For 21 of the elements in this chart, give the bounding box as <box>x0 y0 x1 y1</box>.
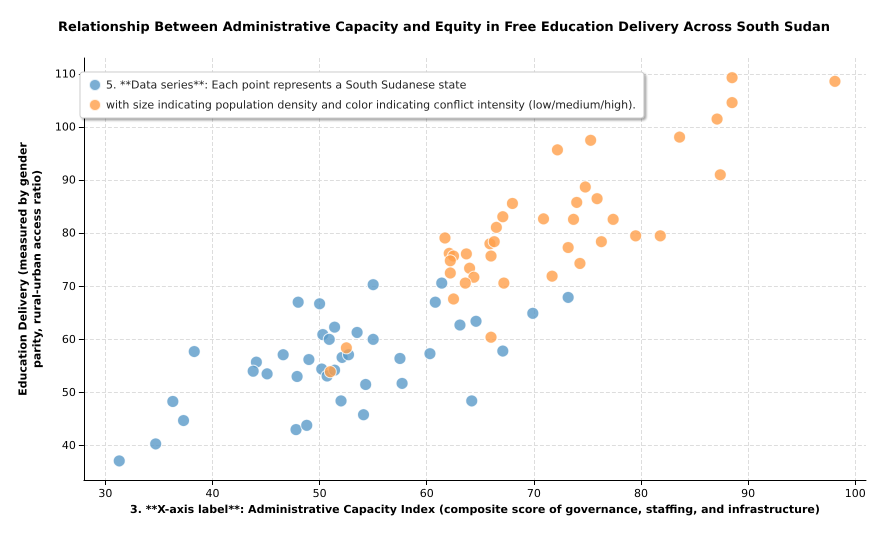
y-tick-label: 50 <box>62 386 76 399</box>
y-tick-label: 70 <box>62 280 76 293</box>
x-axis-title: 3. **X-axis label**: Administrative Capacity Index (composite score of governance, staffing, and infrastructure) <box>130 503 820 516</box>
y-tick-label: 80 <box>62 226 76 240</box>
chart-title: Relationship Between Administrative Capacity and Equity in Free Education Delivery Across South Sudan <box>58 20 830 35</box>
y-tick-label: 40 <box>62 438 76 452</box>
y-axis-title: Education Delivery (measured by gender parity, rural-urban access ratio) <box>16 142 44 396</box>
x-tick-label: 80 <box>634 487 648 500</box>
x-tick-label: 40 <box>205 487 220 500</box>
y-tick-label: 100 <box>54 120 76 134</box>
x-tick-label: 70 <box>526 487 541 500</box>
y-tick-label: 110 <box>54 67 76 80</box>
legend-label: 5. **Data series**: Each point represents a South Sudanese state <box>106 78 467 92</box>
x-tick-label: 50 <box>312 487 327 500</box>
x-tick-label: 30 <box>98 487 112 500</box>
legend-label: with size indicating population density and color indicating conflict intensity (low/medium/high). <box>106 98 636 112</box>
x-tick-label: 90 <box>741 487 756 500</box>
x-tick-label: 100 <box>844 487 866 500</box>
x-tick-label: 60 <box>420 487 434 500</box>
y-tick-label: 90 <box>62 174 76 187</box>
y-tick-label: 60 <box>62 332 76 346</box>
